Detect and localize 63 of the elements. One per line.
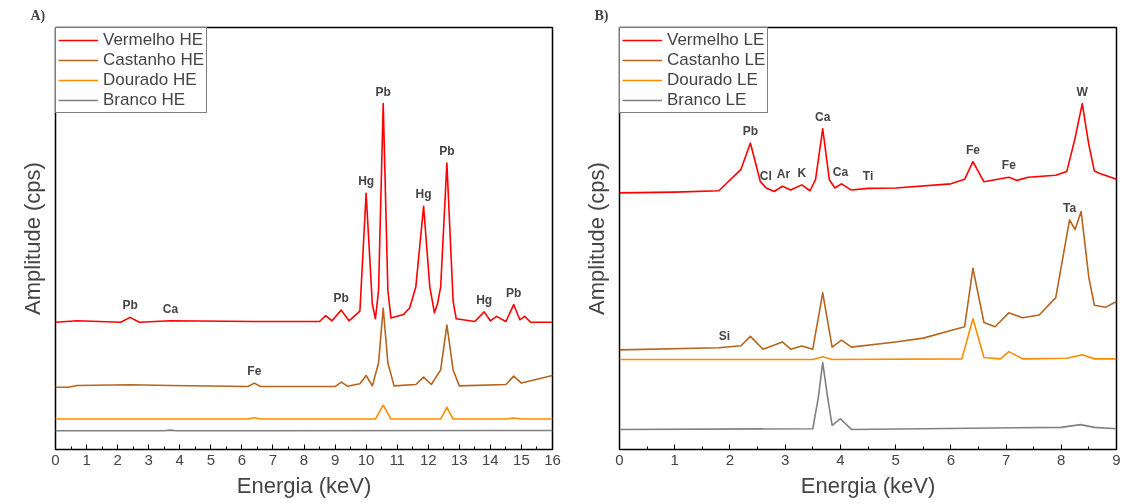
x-tick-label: 1 bbox=[670, 450, 679, 468]
annotation: Si bbox=[718, 328, 731, 343]
legend-label: Vermelho LE bbox=[667, 30, 765, 50]
x-tick-label: 12 bbox=[419, 450, 437, 468]
x-tick-label: 4 bbox=[175, 450, 184, 468]
x-tick-label: 3 bbox=[781, 450, 790, 468]
legend-label: Dourado LE bbox=[667, 70, 758, 90]
annotation: Ca bbox=[832, 164, 849, 179]
annotation: Ca bbox=[815, 109, 831, 124]
x-tick-label: 15 bbox=[513, 450, 530, 468]
chart-title: B) bbox=[594, 7, 609, 24]
x-tick-label: 2 bbox=[725, 450, 735, 468]
annotation: Ca bbox=[162, 301, 179, 316]
annotation: Hg bbox=[415, 187, 432, 202]
x-tick-label: 9 bbox=[1112, 450, 1121, 468]
x-axis-title: Energia (keV) bbox=[236, 472, 372, 498]
annotation: Pb bbox=[375, 84, 391, 99]
x-tick-label: 13 bbox=[450, 450, 468, 468]
x-tick-label: 5 bbox=[206, 450, 215, 468]
annotation: Fe bbox=[965, 142, 981, 157]
annotation: K bbox=[797, 165, 807, 180]
x-tick-label: 6 bbox=[946, 450, 956, 468]
x-tick-label: 7 bbox=[1001, 450, 1011, 468]
x-tick-label: 6 bbox=[237, 450, 247, 468]
annotation: Ti bbox=[862, 169, 874, 184]
legend-label: Branco HE bbox=[103, 90, 186, 110]
x-tick-label: 11 bbox=[389, 450, 405, 468]
legend-label: Dourado HE bbox=[103, 70, 197, 90]
annotation: Hg bbox=[476, 292, 493, 307]
x-tick-label: 14 bbox=[482, 450, 499, 468]
x-tick-label: 5 bbox=[891, 450, 900, 468]
annotation: Hg bbox=[358, 174, 375, 189]
y-axis-title: Amplitude (cps) bbox=[583, 162, 609, 315]
annotation: Pb bbox=[333, 291, 349, 306]
x-tick-label: 0 bbox=[615, 450, 624, 468]
annotation: Pb bbox=[742, 124, 759, 139]
y-axis-title: Amplitude (cps) bbox=[19, 162, 45, 315]
annotation: Fe bbox=[247, 364, 262, 379]
x-tick-label: 2 bbox=[113, 450, 122, 468]
x-tick-label: 1 bbox=[82, 450, 91, 468]
annotation: W bbox=[1076, 84, 1089, 99]
annotation: Ta bbox=[1063, 200, 1077, 215]
annotation: Fe bbox=[1001, 158, 1017, 173]
x-tick-label: 16 bbox=[544, 450, 561, 468]
x-tick-label: 3 bbox=[144, 450, 153, 468]
x-tick-label: 8 bbox=[299, 450, 309, 468]
x-tick-label: 4 bbox=[836, 450, 845, 468]
x-tick-label: 7 bbox=[268, 450, 278, 468]
x-tick-label: 9 bbox=[330, 450, 340, 468]
legend-label: Castanho HE bbox=[103, 50, 205, 70]
annotation: Pb bbox=[506, 285, 522, 300]
annotation: Ar bbox=[776, 167, 791, 182]
legend-label: Castanho LE bbox=[667, 50, 766, 70]
x-axis-title: Energia (keV) bbox=[800, 472, 936, 498]
annotation: Pb bbox=[439, 144, 455, 159]
x-tick-label: 10 bbox=[357, 450, 375, 468]
legend-label: Vermelho HE bbox=[103, 30, 204, 50]
x-tick-label: 0 bbox=[51, 450, 60, 468]
legend-label: Branco LE bbox=[667, 90, 747, 110]
annotation: Pb bbox=[122, 298, 138, 313]
x-tick-label: 8 bbox=[1057, 450, 1066, 468]
chart-title: A) bbox=[30, 7, 46, 24]
annotation: Cl bbox=[759, 168, 772, 183]
